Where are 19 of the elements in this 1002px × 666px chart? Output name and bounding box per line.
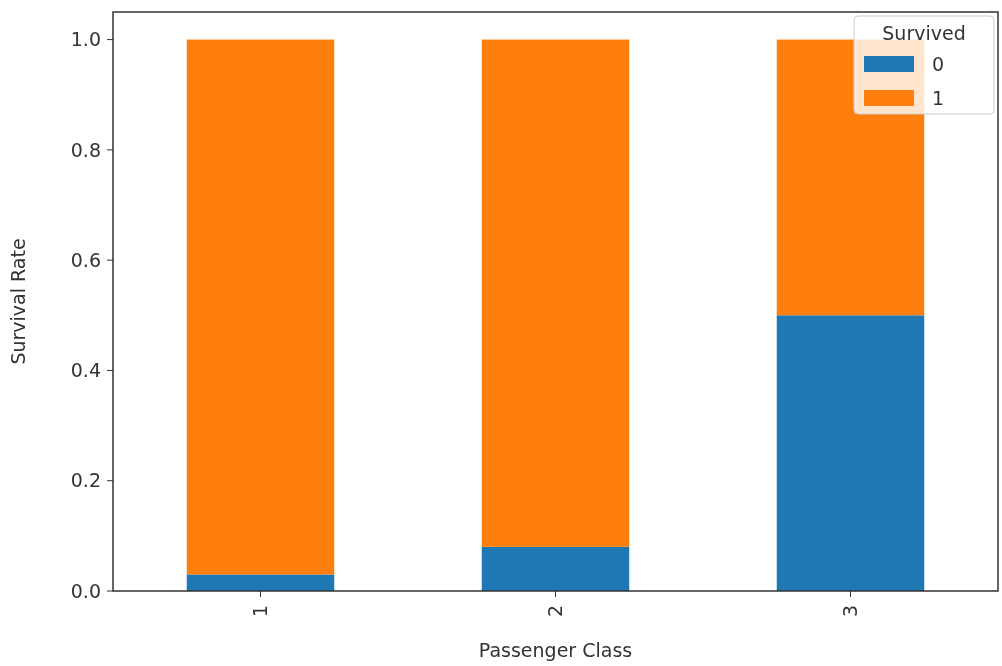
bar [481,39,630,547]
x-tick-label: 2 [544,605,567,618]
bar [186,574,335,591]
y-tick-label: 0.6 [70,248,101,271]
legend-label: 0 [932,52,945,75]
y-tick-label: 0.8 [70,138,101,161]
y-axis-title: Survival Rate [7,238,29,365]
y-tick-label: 1.0 [70,28,101,51]
x-axis-title: Passenger Class [478,639,633,661]
y-tick-label: 0.0 [70,579,101,602]
bar [186,39,335,575]
legend-label: 1 [932,86,945,109]
x-tick-label: 1 [249,605,272,618]
y-tick-label: 0.4 [70,359,101,382]
legend-title: Survived [882,22,966,44]
bar [776,315,925,591]
bar [481,546,630,591]
y-tick-label: 0.2 [70,469,101,492]
x-tick-label: 3 [839,605,862,618]
